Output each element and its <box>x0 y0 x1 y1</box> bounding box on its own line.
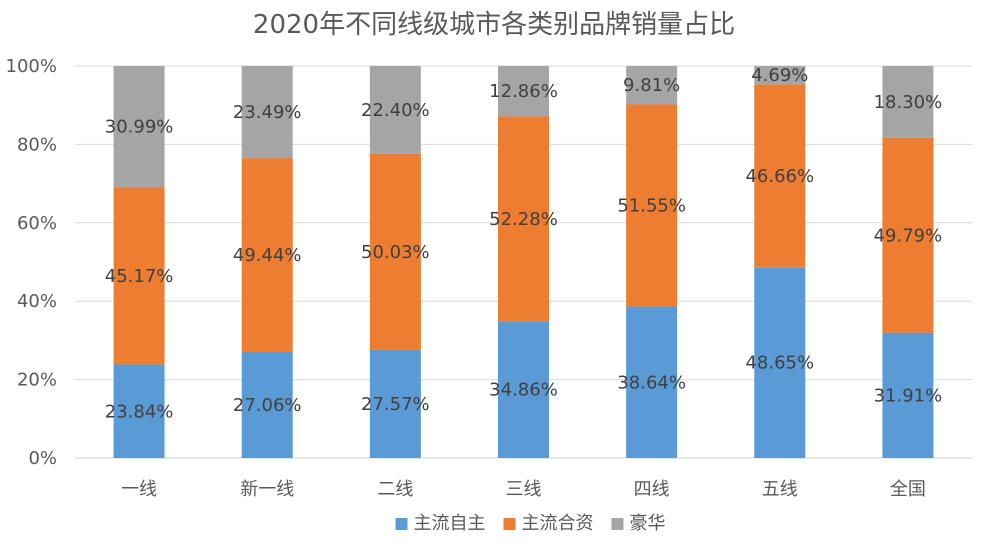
y-axis: 0% 20% 40% 60% 80% 100% <box>6 56 57 469</box>
bar-segment <box>241 351 293 458</box>
x-tick-label: 三线 <box>506 479 542 500</box>
legend-swatch <box>611 518 624 530</box>
data-label: 51.55% <box>617 195 686 216</box>
data-label: 52.28% <box>489 209 558 230</box>
data-label: 23.49% <box>233 102 302 123</box>
bar-segment <box>498 116 549 322</box>
bar-segment <box>882 66 934 138</box>
bar-segment <box>754 267 806 458</box>
y-tick-label: 60% <box>17 213 57 234</box>
x-tick-label: 四线 <box>634 479 670 500</box>
bar-segment <box>369 349 421 458</box>
y-tick-label: 40% <box>17 291 57 312</box>
y-tick-label: 80% <box>17 134 57 155</box>
x-tick-label: 一线 <box>121 479 157 500</box>
y-tick-label: 100% <box>6 56 57 77</box>
data-label: 27.57% <box>361 394 430 415</box>
data-label: 12.86% <box>489 81 558 102</box>
legend-label: 豪华 <box>630 513 666 534</box>
legend: 主流自主 主流合资 豪华 <box>395 513 666 534</box>
data-label: 4.69% <box>751 65 808 86</box>
data-label: 50.03% <box>361 242 430 263</box>
bar-segment <box>369 153 421 350</box>
data-label: 46.66% <box>745 166 814 187</box>
data-label: 48.65% <box>745 353 814 374</box>
x-tick-label: 二线 <box>377 479 413 500</box>
bar-segment <box>626 66 678 105</box>
data-label: 38.64% <box>617 372 686 393</box>
data-label: 31.91% <box>874 385 943 406</box>
chart-title: 2020年不同线级城市各类别品牌销量占比 <box>253 10 735 40</box>
bars <box>113 66 934 458</box>
bar-segment <box>882 332 934 458</box>
y-tick-label: 20% <box>17 370 57 391</box>
data-label: 27.06% <box>233 395 302 416</box>
legend-swatch <box>395 518 408 530</box>
data-label: 45.17% <box>105 266 174 287</box>
x-axis: 一线 新一线 二线 三线 四线 五线 全国 <box>121 479 926 500</box>
legend-label: 主流合资 <box>522 513 594 534</box>
data-label: 22.40% <box>361 100 430 121</box>
legend-swatch <box>503 518 516 530</box>
legend-label: 主流自主 <box>414 513 486 534</box>
bar-segment <box>113 187 165 365</box>
data-label: 9.81% <box>623 75 680 96</box>
x-tick-label: 五线 <box>762 479 798 500</box>
bar-segment <box>498 321 549 458</box>
data-label: 18.30% <box>874 92 943 113</box>
data-label: 34.86% <box>489 380 558 401</box>
data-label: 49.79% <box>874 225 943 246</box>
x-tick-label: 全国 <box>890 479 926 500</box>
data-label: 30.99% <box>105 117 174 138</box>
y-tick-label: 0% <box>28 448 57 469</box>
data-label: 23.84% <box>105 401 174 422</box>
bar-segment <box>113 364 165 458</box>
bar-segment <box>754 84 806 268</box>
x-tick-label: 新一线 <box>240 479 294 500</box>
bar-segment <box>498 66 549 117</box>
bar-segment <box>113 66 165 188</box>
bar-segment <box>626 306 678 458</box>
bar-segment <box>626 104 678 307</box>
bar-segment <box>369 66 421 154</box>
data-labels: 23.84% 45.17% 30.99% 27.06% 49.44% 23.49% 27.5… <box>105 65 942 422</box>
data-label: 49.44% <box>233 245 302 266</box>
bar-segment <box>882 137 934 333</box>
bar-segment <box>754 66 806 85</box>
bar-segment <box>241 158 293 352</box>
bar-segment <box>241 66 293 159</box>
